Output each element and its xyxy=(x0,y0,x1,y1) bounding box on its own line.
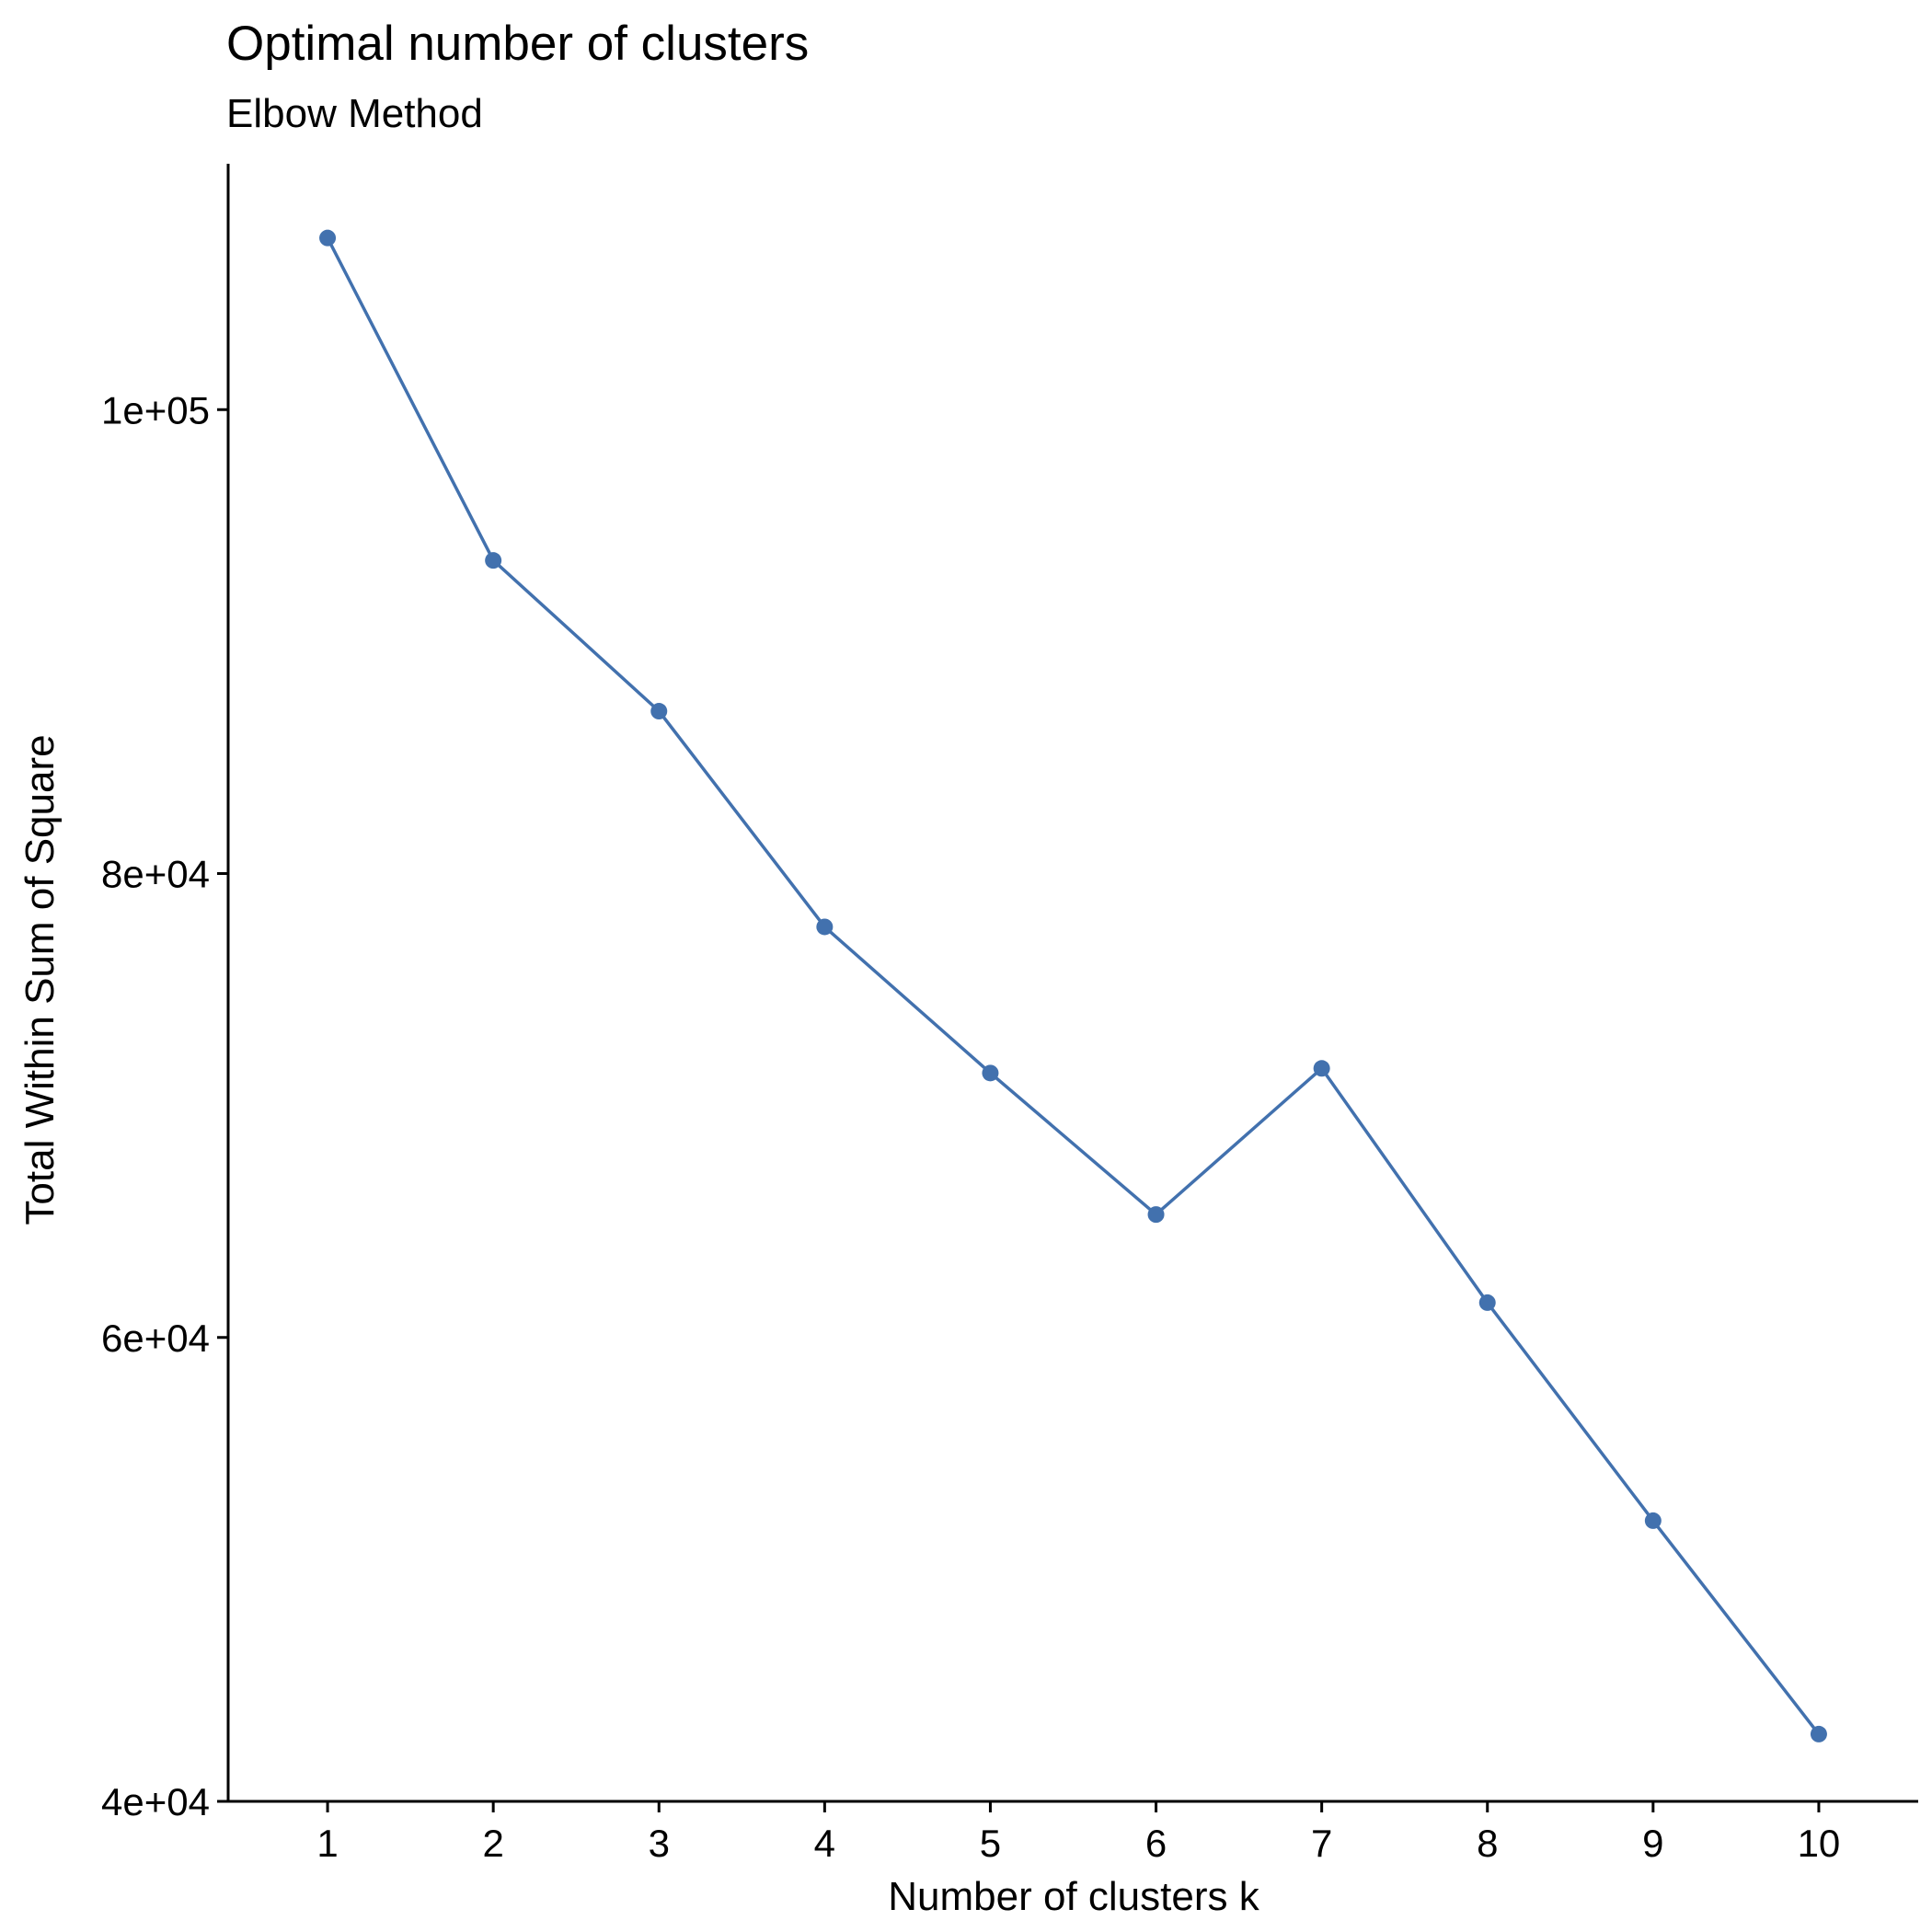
series-line xyxy=(326,236,1821,1735)
x-tick-label: 4 xyxy=(814,1822,835,1865)
x-tick-label: 1 xyxy=(316,1822,338,1865)
x-axis-ticks: 1 2 3 4 5 6 7 8 9 10 xyxy=(316,1801,1840,1865)
y-tick-label: 6e+04 xyxy=(101,1317,210,1360)
x-tick-label: 7 xyxy=(1311,1822,1332,1865)
chart-subtitle: Elbow Method xyxy=(226,91,483,136)
x-tick-label: 5 xyxy=(980,1822,1001,1865)
x-tick-label: 3 xyxy=(649,1822,670,1865)
x-tick-label: 10 xyxy=(1798,1822,1841,1865)
y-tick-label: 8e+04 xyxy=(101,853,210,896)
data-point xyxy=(1644,1512,1662,1529)
data-point xyxy=(1313,1060,1330,1077)
data-point xyxy=(650,703,668,720)
data-point xyxy=(319,229,337,247)
chart-title: Optimal number of clusters xyxy=(226,17,810,71)
data-point xyxy=(1810,1725,1827,1742)
x-tick-label: 8 xyxy=(1477,1822,1498,1865)
y-axis-ticks: 4e+04 6e+04 8e+04 1e+05 xyxy=(101,388,228,1823)
x-tick-label: 2 xyxy=(482,1822,503,1865)
data-point xyxy=(982,1064,999,1082)
x-tick-label: 9 xyxy=(1642,1822,1663,1865)
data-point xyxy=(816,918,834,936)
y-axis-label: Total Within Sum of Square xyxy=(17,734,63,1225)
data-point xyxy=(485,552,502,569)
y-tick-label: 4e+04 xyxy=(101,1780,210,1823)
y-tick-label: 1e+05 xyxy=(101,388,210,431)
x-axis-label: Number of clusters k xyxy=(888,1874,1259,1919)
series-layer xyxy=(319,229,1827,1742)
x-tick-label: 6 xyxy=(1145,1822,1167,1865)
data-point xyxy=(1478,1294,1496,1311)
data-point xyxy=(1147,1206,1165,1224)
axes xyxy=(226,164,1918,1803)
